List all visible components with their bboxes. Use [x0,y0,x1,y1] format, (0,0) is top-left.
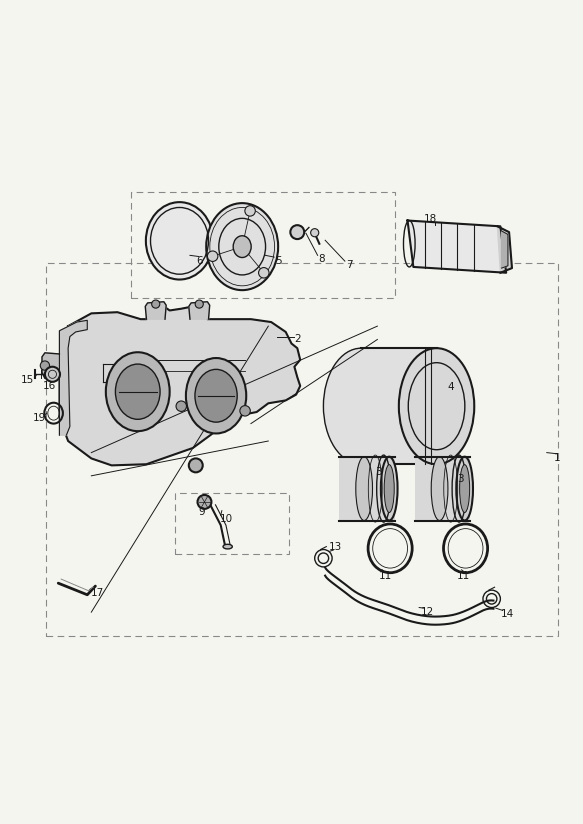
Text: 1: 1 [554,453,560,463]
Ellipse shape [456,456,473,521]
Text: 15: 15 [21,375,34,385]
Text: 11: 11 [379,571,392,581]
Text: 8: 8 [318,255,325,265]
Text: 2: 2 [294,335,301,344]
Text: 16: 16 [43,381,55,391]
Text: 7: 7 [346,260,353,270]
Circle shape [195,300,203,308]
Ellipse shape [146,202,213,279]
Ellipse shape [356,456,373,521]
Polygon shape [59,307,300,466]
Text: 3: 3 [375,467,382,477]
Ellipse shape [106,352,170,431]
Bar [339,456,395,521]
Text: 12: 12 [422,607,434,617]
Ellipse shape [195,369,237,422]
Text: 11: 11 [457,571,470,581]
Polygon shape [59,321,87,435]
Polygon shape [42,353,59,378]
Bar [415,456,470,521]
Ellipse shape [324,349,399,464]
Circle shape [198,495,212,509]
Text: 13: 13 [329,541,342,551]
Bar [131,192,395,297]
Text: 4: 4 [448,382,454,392]
Polygon shape [408,221,506,273]
Ellipse shape [115,364,160,419]
Circle shape [245,206,255,216]
Ellipse shape [233,236,251,258]
Polygon shape [497,227,512,273]
Polygon shape [501,231,508,268]
Ellipse shape [459,465,470,513]
Ellipse shape [399,349,474,464]
Circle shape [259,268,269,278]
Circle shape [240,405,250,416]
Bar [46,263,559,636]
Circle shape [45,367,60,382]
Circle shape [311,228,319,236]
Ellipse shape [384,465,394,513]
Circle shape [189,458,203,472]
Text: 19: 19 [33,413,45,423]
Ellipse shape [223,545,232,549]
Text: 6: 6 [196,256,203,266]
Ellipse shape [206,204,278,290]
Bar [175,494,289,555]
Circle shape [152,300,160,308]
Text: 5: 5 [275,256,282,266]
Polygon shape [189,302,210,319]
Text: 3: 3 [458,474,464,484]
Text: 10: 10 [220,514,233,524]
Polygon shape [145,302,166,319]
Text: 18: 18 [424,214,437,224]
Circle shape [176,401,187,411]
Circle shape [208,251,218,261]
Text: 9: 9 [198,507,205,517]
Bar [361,349,437,464]
Ellipse shape [431,456,448,521]
Circle shape [40,361,50,370]
Text: 14: 14 [501,609,514,619]
Ellipse shape [381,456,398,521]
Circle shape [290,225,304,239]
Text: 17: 17 [90,588,104,598]
Ellipse shape [186,358,246,433]
